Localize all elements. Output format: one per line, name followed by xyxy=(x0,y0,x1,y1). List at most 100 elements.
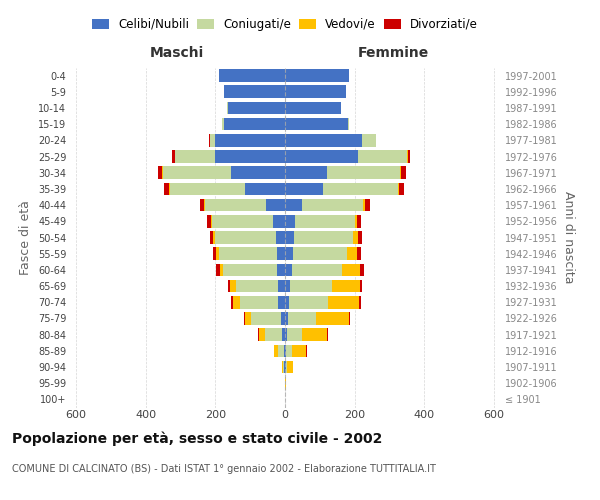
Bar xyxy=(285,264,292,276)
Bar xyxy=(290,280,332,292)
Bar xyxy=(219,248,277,260)
Bar xyxy=(407,150,410,163)
Bar xyxy=(283,360,284,374)
Bar xyxy=(284,360,285,374)
Bar xyxy=(286,344,292,357)
Bar xyxy=(343,264,360,276)
Bar xyxy=(285,280,290,292)
Bar xyxy=(285,134,362,146)
Bar xyxy=(275,231,285,244)
Bar xyxy=(244,312,245,325)
Bar xyxy=(224,118,285,130)
Bar xyxy=(365,199,370,211)
Bar xyxy=(213,248,217,260)
Y-axis label: Fasce di età: Fasce di età xyxy=(19,200,32,275)
Bar xyxy=(169,182,170,195)
Bar xyxy=(364,199,365,211)
Bar xyxy=(285,215,295,228)
Bar xyxy=(211,215,212,228)
Bar xyxy=(277,248,285,260)
Bar xyxy=(208,215,211,228)
Bar xyxy=(358,150,407,163)
Bar xyxy=(285,86,346,98)
Bar xyxy=(158,166,163,179)
Bar xyxy=(278,344,284,357)
Bar xyxy=(285,360,286,374)
Bar xyxy=(219,70,285,82)
Bar xyxy=(215,150,285,163)
Bar xyxy=(240,296,278,308)
Bar xyxy=(231,296,233,308)
Bar xyxy=(285,296,289,308)
Bar xyxy=(360,264,364,276)
Y-axis label: Anni di nascita: Anni di nascita xyxy=(562,191,575,284)
Bar xyxy=(205,199,266,211)
Bar xyxy=(327,166,400,179)
Bar xyxy=(292,344,306,357)
Bar xyxy=(265,328,282,341)
Bar xyxy=(227,102,285,114)
Bar xyxy=(284,344,285,357)
Bar xyxy=(274,344,278,357)
Bar xyxy=(357,248,361,260)
Bar xyxy=(399,182,404,195)
Bar xyxy=(285,199,302,211)
Bar xyxy=(355,215,358,228)
Bar xyxy=(273,215,285,228)
Bar xyxy=(285,70,349,82)
Bar xyxy=(204,199,205,211)
Bar xyxy=(306,344,307,357)
Bar xyxy=(293,248,347,260)
Bar xyxy=(285,231,294,244)
Bar xyxy=(233,296,240,308)
Text: Maschi: Maschi xyxy=(150,46,204,60)
Bar xyxy=(292,264,343,276)
Bar xyxy=(209,134,210,146)
Bar xyxy=(266,199,285,211)
Bar xyxy=(288,312,316,325)
Bar xyxy=(210,134,215,146)
Bar xyxy=(289,296,328,308)
Bar xyxy=(400,166,401,179)
Text: Popolazione per età, sesso e stato civile - 2002: Popolazione per età, sesso e stato civil… xyxy=(12,431,382,446)
Bar xyxy=(359,296,361,308)
Bar xyxy=(222,118,224,130)
Bar xyxy=(259,328,265,341)
Bar xyxy=(277,264,285,276)
Bar xyxy=(287,360,293,374)
Bar xyxy=(215,264,220,276)
Bar xyxy=(163,166,231,179)
Bar xyxy=(213,231,215,244)
Bar xyxy=(278,296,285,308)
Bar xyxy=(217,248,219,260)
Bar xyxy=(286,360,287,374)
Bar xyxy=(358,215,361,228)
Bar xyxy=(302,328,327,341)
Bar xyxy=(215,134,285,146)
Legend: Celibi/Nubili, Coniugati/e, Vedovi/e, Divorziati/e: Celibi/Nubili, Coniugati/e, Vedovi/e, Di… xyxy=(89,16,481,34)
Bar xyxy=(328,296,359,308)
Bar xyxy=(251,312,281,325)
Bar xyxy=(230,280,236,292)
Bar xyxy=(362,134,376,146)
Bar xyxy=(245,312,251,325)
Bar xyxy=(258,328,259,341)
Bar xyxy=(278,280,285,292)
Bar xyxy=(175,150,215,163)
Bar xyxy=(215,231,275,244)
Bar xyxy=(285,312,288,325)
Bar xyxy=(212,215,273,228)
Bar xyxy=(285,182,323,195)
Bar xyxy=(285,248,293,260)
Bar xyxy=(347,248,357,260)
Bar xyxy=(287,328,302,341)
Bar xyxy=(285,102,341,114)
Bar xyxy=(398,182,399,195)
Bar xyxy=(295,215,355,228)
Bar xyxy=(172,150,175,163)
Bar xyxy=(282,328,285,341)
Bar xyxy=(220,264,223,276)
Bar xyxy=(164,182,169,195)
Bar xyxy=(323,182,398,195)
Bar xyxy=(285,150,358,163)
